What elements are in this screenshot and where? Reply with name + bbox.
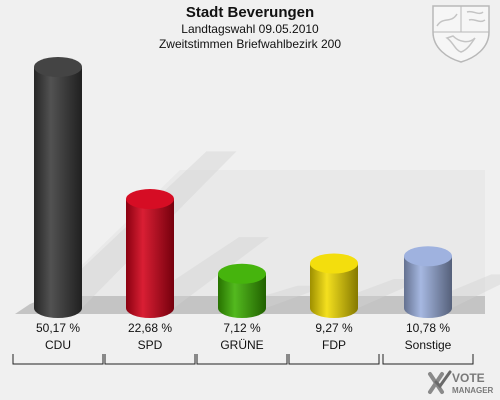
bar-spd — [126, 199, 174, 318]
chart-title: Stadt Beverungen — [185, 4, 315, 21]
bar-fdp — [310, 263, 358, 318]
category-label: Sonstige — [405, 338, 452, 352]
category-label: CDU — [45, 338, 71, 352]
bar-top-grüne — [218, 263, 266, 284]
category-label: FDP — [322, 338, 346, 352]
bar-top-cdu — [34, 57, 82, 77]
category-label: GRÜNE — [220, 338, 263, 352]
bar-top-sonstige — [404, 246, 452, 267]
chart-subtitle: Landtagswahl 09.05.2010 — [181, 22, 319, 36]
logo-text-top: VOTE — [452, 371, 485, 385]
category-label: SPD — [138, 338, 163, 352]
nrw-coat-of-arms-icon — [432, 5, 490, 63]
value-label: 7,12 % — [223, 321, 261, 335]
bar-grüne — [218, 273, 266, 318]
bar-sonstige — [404, 256, 452, 318]
vote-manager-logo-icon: VOTE MANAGER — [428, 370, 494, 395]
category-bracket — [288, 354, 380, 365]
value-label: 10,78 % — [406, 321, 450, 335]
category-bracket — [104, 354, 196, 365]
chart-subtitle-2: Zweitstimmen Briefwahlbezirk 200 — [158, 37, 342, 51]
category-bracket — [382, 354, 474, 365]
category-bracket — [12, 354, 104, 365]
logo-text-bottom: MANAGER — [452, 386, 494, 395]
value-label: 22,68 % — [128, 321, 172, 335]
bar-top-fdp — [310, 253, 358, 274]
bar-cdu — [34, 67, 82, 318]
bar-top-spd — [126, 189, 174, 210]
value-label: 9,27 % — [315, 321, 353, 335]
category-bracket — [196, 354, 288, 365]
value-label: 50,17 % — [36, 321, 80, 335]
